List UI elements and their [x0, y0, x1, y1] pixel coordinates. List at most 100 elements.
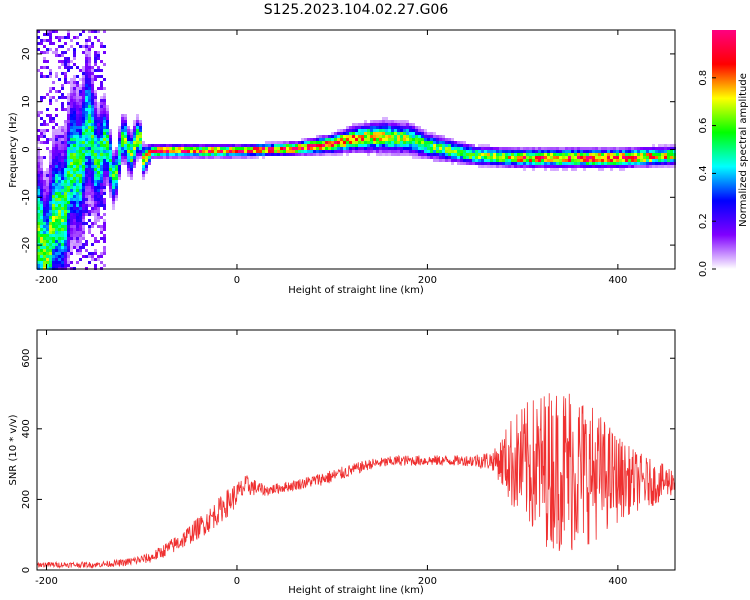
spectrogram-cell [535, 165, 538, 168]
spectrogram-cell [37, 156, 40, 159]
spectrogram-cell [487, 144, 490, 147]
spectrogram-cell [85, 189, 88, 192]
spectrogram-cell [469, 153, 472, 156]
spectrogram-cell [70, 156, 73, 159]
spectrogram-cell [73, 150, 76, 153]
spectrogram-cell [304, 138, 307, 141]
spectrogram-cell [40, 246, 43, 249]
spectrogram-cell [250, 156, 253, 159]
spectrogram-cell [94, 162, 97, 165]
spectrogram-cell [67, 234, 70, 237]
spectrogram-cell [82, 246, 85, 249]
spectrogram-cell [91, 42, 94, 45]
spectrogram-cell [382, 120, 385, 123]
spectrogram-cell [118, 153, 121, 156]
spectrogram-cell [526, 162, 529, 165]
spectrogram-cell [541, 162, 544, 165]
spectrogram-cell [136, 141, 139, 144]
spectrogram-cell [388, 144, 391, 147]
spectrogram-cell [40, 258, 43, 261]
spectrogram-cell [97, 129, 100, 132]
spectrogram-cell [37, 150, 40, 153]
spectrogram-cell [73, 120, 76, 123]
spectrogram-cell [43, 96, 46, 99]
spectrogram-cell [247, 150, 250, 153]
spectrogram-cell [583, 153, 586, 156]
spectrogram-cell [610, 165, 613, 168]
spectrogram-cell [46, 30, 49, 33]
spectrogram-cell [139, 141, 142, 144]
spectrogram-cell [385, 129, 388, 132]
spectrogram-cell [115, 186, 118, 189]
spectrogram-cell [544, 156, 547, 159]
spectrogram-cell [226, 153, 229, 156]
spectrogram-cell [481, 162, 484, 165]
spectrogram-cell [424, 138, 427, 141]
spectrogram-cell [73, 135, 76, 138]
spectrogram-cell [103, 171, 106, 174]
spectrogram-cell [82, 171, 85, 174]
spectrogram-cell [133, 144, 136, 147]
spectrogram-cell [97, 210, 100, 213]
spectrogram-cell [106, 132, 109, 135]
spectrogram-cell [97, 159, 100, 162]
spectrogram-cell [475, 150, 478, 153]
spectrogram-cell [442, 150, 445, 153]
spectrogram-cell [76, 162, 79, 165]
spectrogram-cell [271, 141, 274, 144]
spectrogram-cell [220, 150, 223, 153]
spectrogram-cell [199, 156, 202, 159]
spectrogram-cell [322, 144, 325, 147]
spectrogram-cell [331, 135, 334, 138]
spectrogram-cell [364, 120, 367, 123]
spectrogram-cell [103, 111, 106, 114]
spectrogram-cell [649, 147, 652, 150]
spectrogram-cell [58, 39, 61, 42]
spectrogram-cell [94, 93, 97, 96]
spectrogram-cell [67, 192, 70, 195]
spectrogram-cell [526, 153, 529, 156]
spectrogram-cell [67, 213, 70, 216]
spectrogram-cell [67, 204, 70, 207]
spectrogram-cell [109, 132, 112, 135]
spectrogram-cell [592, 150, 595, 153]
spectrogram-cell [64, 174, 67, 177]
spectrogram-cell [613, 153, 616, 156]
spectrogram-cell [502, 162, 505, 165]
spectrogram-cell [73, 129, 76, 132]
spectrogram-cell [58, 90, 61, 93]
spectrogram-cell [457, 156, 460, 159]
spectrogram-cell [256, 153, 259, 156]
spectrogram-cell [67, 180, 70, 183]
spectrogram-cell [52, 186, 55, 189]
spectrogram-cell [82, 93, 85, 96]
spectrogram-cell [79, 219, 82, 222]
spectrogram-cell [190, 144, 193, 147]
spectrogram-cell [76, 108, 79, 111]
spectrogram-cell [385, 123, 388, 126]
spectrogram-cell [400, 123, 403, 126]
spectrogram-cell [172, 144, 175, 147]
spectrogram-cell [82, 90, 85, 93]
spectrogram-cell [550, 147, 553, 150]
spectrogram-cell [55, 150, 58, 153]
spectrogram-cell [583, 156, 586, 159]
spectrogram-cell [340, 147, 343, 150]
spectrogram-cell [94, 75, 97, 78]
spectrogram-cell [352, 141, 355, 144]
spectrogram-cell [142, 162, 145, 165]
spectrogram-cell [85, 93, 88, 96]
spectrogram-cell [61, 258, 64, 261]
spectrogram-cell [94, 147, 97, 150]
spectrogram-cell [184, 144, 187, 147]
spectrogram-cell [79, 174, 82, 177]
spectrogram-cell [97, 219, 100, 222]
spectrogram-cell [532, 165, 535, 168]
spectrogram-cell [319, 144, 322, 147]
spectrogram-cell [409, 123, 412, 126]
spectrogram-cell [475, 147, 478, 150]
spectrogram-cell [100, 87, 103, 90]
spectrogram-cell [172, 150, 175, 153]
spectrogram-cell [91, 180, 94, 183]
spectrogram-cell [358, 132, 361, 135]
